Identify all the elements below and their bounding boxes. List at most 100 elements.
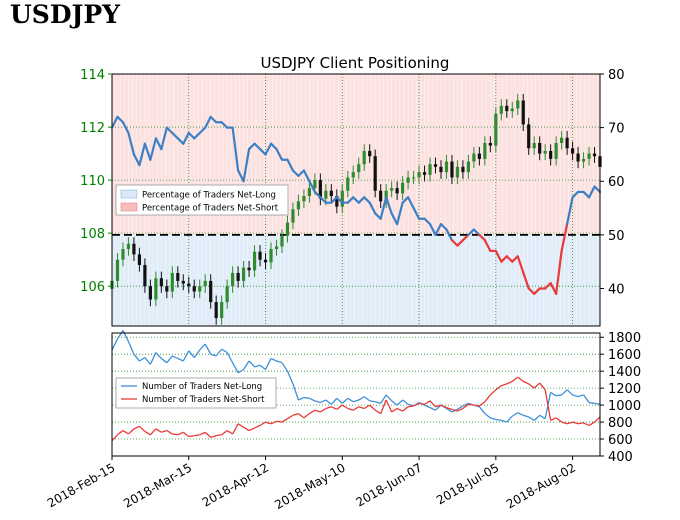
- net-short-count-segment: [495, 385, 502, 391]
- candle-body: [450, 161, 454, 178]
- net-long-percentage-segment: [379, 196, 388, 220]
- net-long-count-segment: [149, 352, 157, 365]
- net-long-percentage-segment: [560, 223, 569, 253]
- candle-body: [252, 251, 257, 271]
- net-long-percentage-segment: [253, 142, 262, 151]
- net-long-count-segment: [320, 399, 327, 404]
- net-short-count-segment: [577, 422, 584, 425]
- net-long-count-segment: [572, 394, 579, 398]
- net-short-count-segment: [265, 421, 272, 425]
- net-short-count-segment: [583, 422, 590, 427]
- net-short-count-segment: [588, 421, 595, 427]
- legend-label-count-short: Number of Traders Net-Short: [142, 395, 265, 405]
- candle-body: [214, 302, 218, 319]
- net-short-count-segment: [544, 389, 552, 421]
- net-long-percentage-segment: [357, 196, 366, 204]
- net-long-count-segment: [193, 349, 201, 358]
- net-short-count-segment: [517, 376, 524, 382]
- net-short-count-segment: [221, 430, 228, 436]
- net-long-percentage-segment: [121, 121, 130, 135]
- net-long-percentage-segment: [335, 196, 344, 204]
- candle-body: [351, 172, 355, 178]
- candle-body: [165, 286, 169, 292]
- candle-body: [581, 158, 586, 162]
- net-long-count-segment: [330, 397, 338, 405]
- net-long-percentage-segment: [258, 147, 267, 156]
- left-axis-tick-label: 110: [80, 174, 105, 189]
- net-short-count-segment: [298, 413, 305, 419]
- x-axis-tick-label: 2018-Jul-05: [434, 460, 501, 507]
- net-short-count-segment: [413, 402, 420, 407]
- legend-label-net-long: Percentage of Traders Net-Long: [142, 191, 276, 201]
- net-long-count-segment: [533, 414, 541, 421]
- net-long-count-segment: [583, 394, 590, 403]
- candle-body: [538, 142, 542, 154]
- net-long-percentage-segment: [138, 142, 146, 167]
- net-long-count-segment: [237, 368, 244, 374]
- x-axis-tick-label: 2018-Aug-02: [504, 460, 578, 511]
- net-long-count-segment: [221, 348, 228, 354]
- net-short-count-segment: [111, 434, 118, 442]
- candle-body: [209, 280, 213, 303]
- net-long-count-segment: [539, 414, 546, 420]
- right-axis-tick-label: 50: [608, 229, 625, 244]
- net-long-percentage-segment: [555, 249, 563, 295]
- net-long-count-segment: [127, 341, 135, 355]
- net-long-count-segment: [116, 330, 124, 340]
- net-long-count-segment: [204, 343, 212, 355]
- right-axis-tick-label: 1200: [608, 382, 641, 397]
- net-long-count-segment: [561, 389, 568, 396]
- candle-body: [291, 209, 295, 223]
- left-axis-tick-label: 114: [80, 68, 105, 83]
- net-long-percentage-segment: [116, 115, 125, 124]
- net-short-count-segment: [172, 433, 178, 436]
- net-long-percentage-segment: [171, 131, 179, 140]
- net-long-percentage-segment: [494, 249, 503, 263]
- candle-body: [302, 196, 306, 202]
- net-long-percentage-segment: [264, 142, 273, 156]
- net-short-count-segment: [199, 431, 206, 436]
- net-short-count-segment: [539, 382, 546, 391]
- net-short-count-segment: [155, 428, 162, 433]
- candle-body: [379, 190, 383, 202]
- net-long-percentage-segment: [478, 233, 486, 242]
- net-long-percentage-segment: [566, 196, 574, 226]
- net-long-count-segment: [188, 350, 195, 359]
- net-short-count-segment: [161, 429, 168, 433]
- net-long-count-segment: [122, 330, 130, 342]
- right-axis-tick-label: 1800: [608, 331, 641, 346]
- net-long-count-segment: [270, 357, 277, 362]
- net-long-percentage-segment: [176, 137, 185, 145]
- net-long-count-segment: [248, 360, 256, 368]
- net-long-count-segment: [336, 397, 343, 404]
- candle-body: [384, 190, 388, 202]
- net-short-count-segment: [144, 430, 151, 436]
- net-short-count-segment: [522, 380, 529, 385]
- right-axis-tick-label: 800: [608, 416, 633, 431]
- candle-body: [422, 172, 427, 175]
- right-axis-tick-label: 600: [608, 433, 633, 448]
- x-axis-tick-label: 2018-Mar-15: [121, 460, 194, 510]
- x-axis: 2018-Feb-15 2018-Mar-15 2018-Apr-12 2018-Ma…: [45, 456, 578, 512]
- net-long-percentage-segment: [269, 142, 278, 151]
- net-short-count-segment: [385, 399, 393, 413]
- net-short-count-segment: [320, 407, 327, 413]
- net-short-count-segment: [462, 403, 469, 410]
- net-long-percentage-segment: [428, 223, 437, 236]
- candle-body: [132, 243, 136, 255]
- net-short-count-segment: [446, 407, 453, 410]
- candle-body: [444, 161, 449, 173]
- right-axis-tick-label: 1000: [608, 399, 641, 414]
- net-short-count-segment: [407, 405, 414, 408]
- net-long-percentage-segment: [193, 131, 201, 140]
- net-short-count-segment: [347, 407, 354, 411]
- net-long-percentage-segment: [363, 196, 371, 204]
- net-short-count-segment: [325, 406, 332, 410]
- net-long-percentage-segment: [352, 196, 360, 204]
- net-short-count-segment: [572, 421, 579, 425]
- net-long-percentage-segment: [500, 255, 508, 263]
- net-long-count-segment: [429, 407, 436, 411]
- net-long-percentage-segment: [291, 169, 300, 177]
- net-long-count-segment: [495, 418, 502, 422]
- net-long-count-segment: [243, 360, 250, 370]
